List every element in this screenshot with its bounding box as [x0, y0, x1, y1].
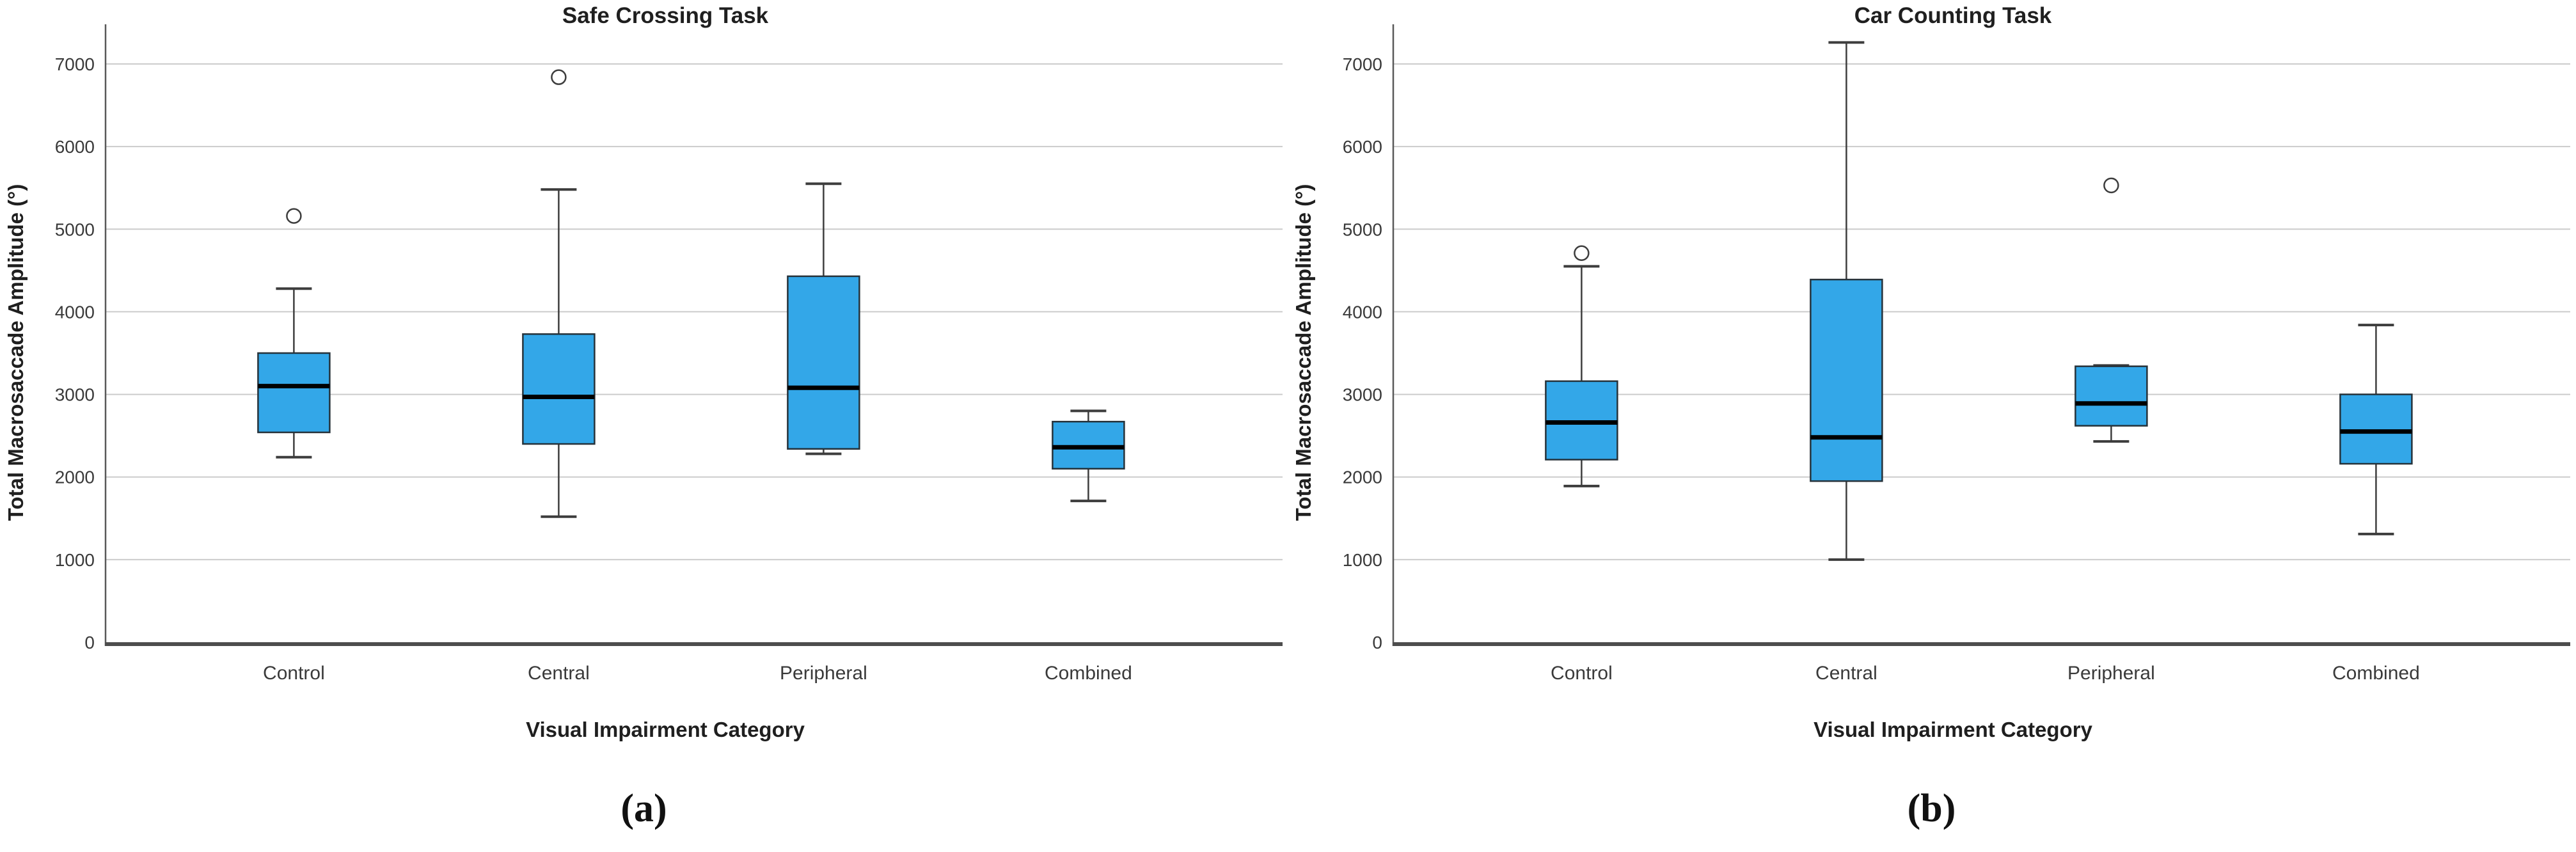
y-tick-label: 0 — [1372, 633, 1382, 652]
box-group-combined — [2339, 324, 2413, 535]
box-group-peripheral — [2074, 177, 2148, 443]
y-tick-label: 1000 — [1343, 550, 1382, 570]
y-tick-label: 4000 — [1343, 302, 1382, 322]
box-group-control — [1545, 245, 1618, 487]
outlier-point — [2103, 177, 2119, 194]
box-group-combined — [1052, 409, 1125, 503]
subfigure-label-a: (a) — [620, 787, 667, 830]
y-tick-label: 0 — [84, 633, 95, 652]
chart-title: Car Counting Task — [1854, 3, 2052, 28]
category-label: Central — [1815, 663, 1877, 684]
y-axis-title: Total Macrosaccade Amplitude (°) — [1292, 184, 1315, 521]
iqr-box — [787, 275, 860, 450]
outlier-point — [286, 208, 302, 224]
category-label: Central — [528, 663, 590, 684]
y-tick-label: 4000 — [55, 302, 95, 322]
subfigure-label-b: (b) — [1907, 787, 1956, 830]
y-tick-label: 5000 — [55, 219, 95, 239]
iqr-box — [257, 352, 331, 434]
iqr-box — [2074, 365, 2148, 427]
category-label: Control — [263, 663, 325, 684]
y-tick-label: 2000 — [55, 468, 95, 487]
y-tick-label: 1000 — [55, 550, 95, 570]
box-group-peripheral — [787, 182, 860, 455]
boxplot-chart-car-counting: 0 1000 2000 3000 4000 5000 6000 7000 Control Cent… — [1292, 3, 2570, 741]
y-tick-label: 7000 — [55, 54, 95, 74]
y-tick-label: 5000 — [1343, 219, 1382, 239]
box-group-central — [1810, 41, 1883, 561]
boxplot-figure-b: 0 1000 2000 3000 4000 5000 6000 7000 Control Cent… — [1288, 0, 2575, 852]
category-label: Peripheral — [780, 663, 867, 684]
iqr-box — [1810, 278, 1883, 482]
outlier-point — [1574, 245, 1590, 261]
outlier-point — [551, 69, 567, 85]
y-axis-title: Total Macrosaccade Amplitude (°) — [4, 184, 28, 521]
box-group-control — [257, 208, 331, 459]
x-axis-title: Visual Impairment Category — [526, 718, 805, 741]
category-label: Peripheral — [2067, 663, 2155, 684]
category-label: Combined — [1045, 663, 1132, 684]
iqr-box — [2339, 393, 2413, 465]
x-axis-title: Visual Impairment Category — [1813, 718, 2093, 741]
y-tick-label: 7000 — [1343, 54, 1382, 74]
category-label: Combined — [2332, 663, 2420, 684]
chart-title: Safe Crossing Task — [562, 3, 769, 28]
y-tick-label: 6000 — [1343, 137, 1382, 157]
boxplot-chart-safe-crossing: 0 1000 2000 3000 4000 5000 6000 7000 Control Cent… — [4, 3, 1283, 741]
y-tick-label: 3000 — [55, 385, 95, 405]
y-tick-label: 6000 — [55, 137, 95, 157]
category-label: Control — [1551, 663, 1613, 684]
y-tick-label: 3000 — [1343, 385, 1382, 405]
boxplot-figure-a: 0 1000 2000 3000 4000 5000 6000 7000 Control Cent… — [4, 3, 1283, 830]
y-tick-label: 2000 — [1343, 468, 1382, 487]
box-group-central — [522, 69, 596, 518]
iqr-box — [522, 333, 596, 445]
